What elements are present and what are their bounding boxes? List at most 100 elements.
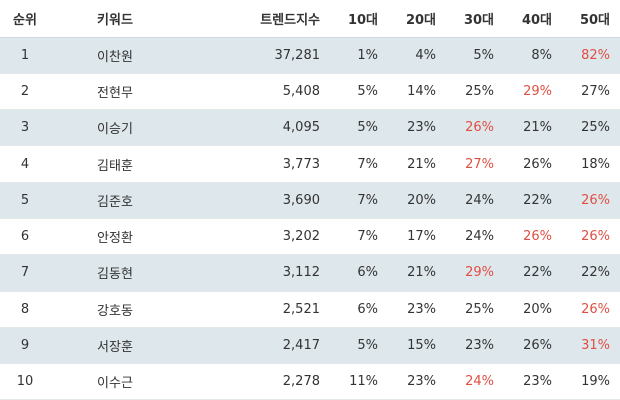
age-40s-cell: 26% [504, 145, 562, 183]
column-header-keyword: 키워드 [50, 0, 180, 38]
rank-cell: 2 [0, 73, 50, 111]
table-row: 10 이수근 2,278 11% 23% 24% 23% 19% [0, 363, 620, 400]
age-10s-cell: 7% [330, 145, 388, 183]
column-header-10s: 10대 [330, 0, 388, 38]
table-row: 4 김태훈 3,773 7% 21% 27% 26% 18% [0, 145, 620, 183]
age-40s-cell: 23% [504, 363, 562, 400]
age-30s-cell: 25% [446, 291, 504, 328]
trend-index-cell: 3,690 [180, 182, 330, 219]
table-row: 9 서장훈 2,417 5% 15% 23% 26% 31% [0, 327, 620, 365]
age-30s-cell: 24% [446, 182, 504, 219]
age-50s-cell: 82% [562, 37, 620, 74]
column-header-40s: 40대 [504, 0, 562, 38]
trend-index-cell: 3,112 [180, 254, 330, 292]
age-50s-cell: 31% [562, 327, 620, 365]
keyword-cell: 서장훈 [50, 327, 180, 365]
keyword-cell: 안정환 [50, 218, 180, 256]
age-10s-cell: 6% [330, 291, 388, 328]
table-header-row: 순위 키워드 트렌드지수 10대 20대 30대 40대 50대 [0, 0, 620, 38]
rank-cell: 9 [0, 327, 50, 365]
age-50s-cell: 26% [562, 182, 620, 219]
trend-index-cell: 2,521 [180, 291, 330, 328]
age-10s-cell: 5% [330, 327, 388, 365]
keyword-cell: 김준호 [50, 182, 180, 219]
keyword-cell: 이찬원 [50, 37, 180, 74]
column-header-trend-index: 트렌드지수 [180, 0, 330, 38]
age-10s-cell: 7% [330, 182, 388, 219]
age-20s-cell: 23% [388, 109, 446, 147]
age-30s-cell: 5% [446, 37, 504, 74]
age-30s-cell: 29% [446, 254, 504, 292]
age-30s-cell: 24% [446, 218, 504, 256]
age-10s-cell: 5% [330, 109, 388, 147]
age-30s-cell: 25% [446, 73, 504, 111]
age-40s-cell: 8% [504, 37, 562, 74]
rank-cell: 6 [0, 218, 50, 256]
age-20s-cell: 23% [388, 291, 446, 328]
trend-index-cell: 37,281 [180, 37, 330, 74]
age-20s-cell: 17% [388, 218, 446, 256]
age-20s-cell: 14% [388, 73, 446, 111]
rank-cell: 3 [0, 109, 50, 147]
column-header-30s: 30대 [446, 0, 504, 38]
keyword-cell: 김태훈 [50, 145, 180, 183]
trend-index-cell: 5,408 [180, 73, 330, 111]
keyword-cell: 이승기 [50, 109, 180, 147]
column-header-50s: 50대 [562, 0, 620, 38]
table-row: 3 이승기 4,095 5% 23% 26% 21% 25% [0, 109, 620, 147]
table-row: 5 김준호 3,690 7% 20% 24% 22% 26% [0, 182, 620, 219]
keyword-cell: 이수근 [50, 363, 180, 400]
keyword-cell: 김동현 [50, 254, 180, 292]
age-30s-cell: 26% [446, 109, 504, 147]
age-30s-cell: 24% [446, 363, 504, 400]
age-40s-cell: 22% [504, 254, 562, 292]
trend-index-cell: 3,202 [180, 218, 330, 256]
age-20s-cell: 23% [388, 363, 446, 400]
age-40s-cell: 29% [504, 73, 562, 111]
trend-index-cell: 2,278 [180, 363, 330, 400]
table-row: 8 강호동 2,521 6% 23% 25% 20% 26% [0, 291, 620, 328]
age-40s-cell: 20% [504, 291, 562, 328]
rank-cell: 10 [0, 363, 50, 400]
age-50s-cell: 27% [562, 73, 620, 111]
age-30s-cell: 27% [446, 145, 504, 183]
rank-cell: 4 [0, 145, 50, 183]
column-header-rank: 순위 [0, 0, 50, 38]
age-20s-cell: 20% [388, 182, 446, 219]
age-10s-cell: 5% [330, 73, 388, 111]
table-row: 6 안정환 3,202 7% 17% 24% 26% 26% [0, 218, 620, 256]
column-header-20s: 20대 [388, 0, 446, 38]
age-50s-cell: 25% [562, 109, 620, 147]
age-40s-cell: 22% [504, 182, 562, 219]
age-50s-cell: 26% [562, 291, 620, 328]
rank-cell: 7 [0, 254, 50, 292]
table-row: 7 김동현 3,112 6% 21% 29% 22% 22% [0, 254, 620, 292]
trend-index-cell: 3,773 [180, 145, 330, 183]
rank-cell: 1 [0, 37, 50, 74]
keyword-cell: 전현무 [50, 73, 180, 111]
age-40s-cell: 26% [504, 218, 562, 256]
age-50s-cell: 18% [562, 145, 620, 183]
age-30s-cell: 23% [446, 327, 504, 365]
age-10s-cell: 6% [330, 254, 388, 292]
age-50s-cell: 26% [562, 218, 620, 256]
trend-index-cell: 4,095 [180, 109, 330, 147]
age-40s-cell: 26% [504, 327, 562, 365]
age-20s-cell: 21% [388, 145, 446, 183]
table-row: 2 전현무 5,408 5% 14% 25% 29% 27% [0, 73, 620, 111]
age-20s-cell: 15% [388, 327, 446, 365]
rank-cell: 5 [0, 182, 50, 219]
age-20s-cell: 4% [388, 37, 446, 74]
trend-index-cell: 2,417 [180, 327, 330, 365]
table-row: 1 이찬원 37,281 1% 4% 5% 8% 82% [0, 37, 620, 74]
rank-cell: 8 [0, 291, 50, 328]
age-10s-cell: 7% [330, 218, 388, 256]
age-50s-cell: 22% [562, 254, 620, 292]
age-40s-cell: 21% [504, 109, 562, 147]
age-10s-cell: 11% [330, 363, 388, 400]
table-body: 1 이찬원 37,281 1% 4% 5% 8% 82% 2 전현무 5,408 5% 14% 25% 29… [0, 37, 620, 400]
age-10s-cell: 1% [330, 37, 388, 74]
age-50s-cell: 19% [562, 363, 620, 400]
keyword-cell: 강호동 [50, 291, 180, 328]
